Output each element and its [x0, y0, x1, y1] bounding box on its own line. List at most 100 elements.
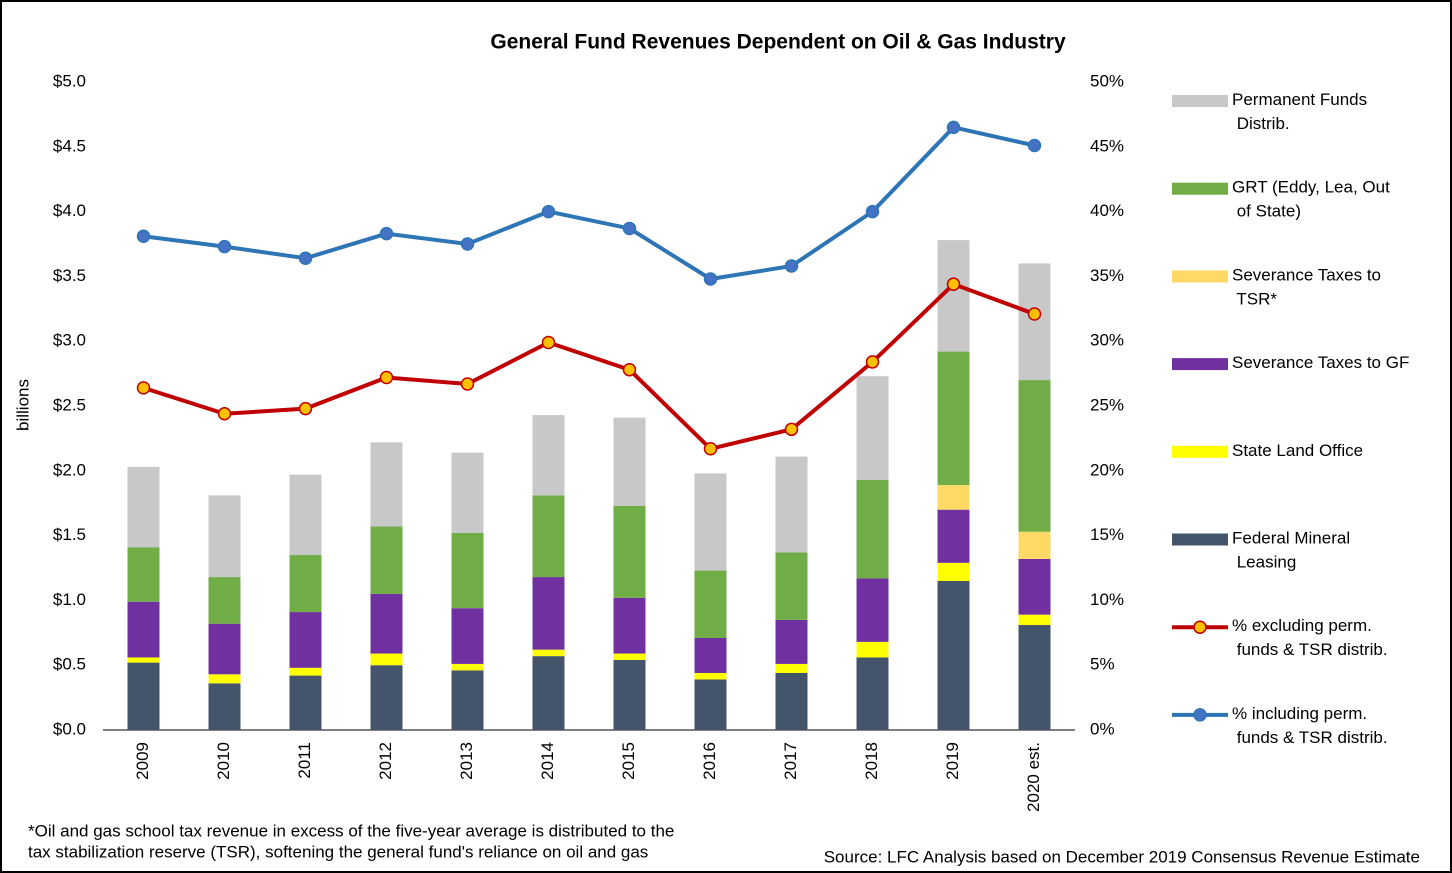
bar-segment [1018, 614, 1051, 626]
bar-segment [451, 670, 484, 730]
bar-segment [937, 509, 970, 563]
bar-segment [370, 442, 403, 527]
line-marker [622, 221, 637, 236]
bar-segment [613, 597, 646, 654]
bar-segment [694, 473, 727, 571]
bar-segment [127, 657, 160, 663]
bar-segment [532, 649, 565, 657]
x-tick-label: 2020 est. [1024, 742, 1043, 812]
legend-label: % including perm. funds & TSR distrib. [1232, 704, 1388, 747]
bar-segment [532, 656, 565, 730]
y-tick-label: $5.0 [53, 71, 86, 90]
legend-marker [1193, 708, 1207, 722]
x-tick-label: 2014 [538, 742, 557, 780]
legend-label: Federal Mineral Leasing [1232, 529, 1350, 572]
y-tick-label: $3.5 [53, 266, 86, 285]
bar-segment [127, 601, 160, 658]
bar-segment [775, 619, 808, 664]
x-tick-label: 2019 [943, 742, 962, 780]
y-axis-label: billions [13, 379, 32, 431]
y2-tick-label: 15% [1090, 525, 1124, 544]
bar-segment [208, 674, 241, 684]
y2-tick-label: 0% [1090, 719, 1115, 738]
y-tick-label: $2.0 [53, 460, 86, 479]
line-marker [298, 251, 313, 266]
bar-segment [856, 376, 889, 480]
bar-segment [694, 637, 727, 673]
line-marker [784, 422, 799, 437]
y-tick-label: $2.5 [53, 395, 86, 414]
line-marker [379, 226, 394, 241]
x-tick-label: 2009 [133, 742, 152, 780]
line-marker [298, 401, 313, 416]
legend-label: GRT (Eddy, Lea, Out of State) [1232, 178, 1390, 221]
bar-segment [208, 623, 241, 675]
bar-segment [289, 612, 322, 668]
bar-segment [451, 608, 484, 664]
legend-label: Severance Taxes to TSR* [1232, 266, 1381, 309]
legend-label: State Land Office [1232, 441, 1363, 460]
x-tick-label: 2016 [700, 742, 719, 780]
line-marker [379, 370, 394, 385]
bar-segment [937, 562, 970, 581]
bar-segment [1018, 625, 1051, 730]
bar-segment [937, 580, 970, 730]
line [142, 281, 1036, 451]
x-tick-label: 2017 [781, 742, 800, 780]
line-marker [946, 277, 961, 291]
bar-segment [208, 683, 241, 730]
line-marker [703, 272, 718, 286]
x-tick-label: 2015 [619, 742, 638, 780]
bar-segment [532, 577, 565, 650]
bar-segment [127, 547, 160, 602]
bar-segment [127, 466, 160, 548]
line-marker [622, 362, 637, 377]
bar-segment [208, 577, 241, 624]
y-tick-label: $4.0 [53, 201, 86, 220]
footnote: tax stabilization reserve (TSR), softeni… [28, 842, 648, 861]
bar-segment [694, 679, 727, 730]
line-marker [541, 335, 556, 350]
bar-segment [856, 578, 889, 642]
bar-segment [694, 672, 727, 680]
line-marker [703, 442, 718, 456]
line-marker [460, 237, 475, 251]
line-marker [784, 259, 799, 273]
bar-segment [451, 533, 484, 609]
footnote: *Oil and gas school tax revenue in exces… [28, 821, 674, 840]
legend-swatch [1172, 270, 1228, 283]
legend-label: Permanent Funds Distrib. [1232, 90, 1367, 133]
y-tick-label: $1.0 [53, 590, 86, 609]
bar-segment [127, 662, 160, 730]
y2-tick-label: 20% [1090, 460, 1124, 479]
x-tick-label: 2012 [376, 742, 395, 780]
bar-segment [775, 552, 808, 620]
legend-swatch [1172, 95, 1228, 107]
legend-swatch [1172, 358, 1228, 371]
line-marker [946, 120, 961, 135]
legend-swatch [1172, 445, 1228, 458]
line-marker [1027, 307, 1042, 321]
bar-segment [775, 672, 808, 730]
bar-segment [613, 660, 646, 730]
line-marker [217, 407, 232, 421]
bar-segment [1018, 531, 1051, 559]
y-tick-label: $1.5 [53, 525, 86, 544]
bar-segment [856, 657, 889, 730]
y2-tick-label: 40% [1090, 201, 1124, 220]
bar-segment [613, 417, 646, 506]
bar-segment [694, 570, 727, 638]
y-tick-label: $0.5 [53, 655, 86, 674]
bar-segment [289, 675, 322, 730]
bar-segment [613, 653, 646, 661]
legend-marker [1193, 620, 1207, 634]
line-marker [1027, 138, 1042, 153]
y2-tick-label: 50% [1090, 71, 1124, 90]
legend-label: Severance Taxes to GF [1232, 354, 1409, 373]
bar-segment [208, 495, 241, 578]
bar-segment [856, 641, 889, 658]
bar-segment [613, 505, 646, 598]
x-tick-label: 2018 [862, 742, 881, 780]
line-marker [460, 377, 475, 391]
